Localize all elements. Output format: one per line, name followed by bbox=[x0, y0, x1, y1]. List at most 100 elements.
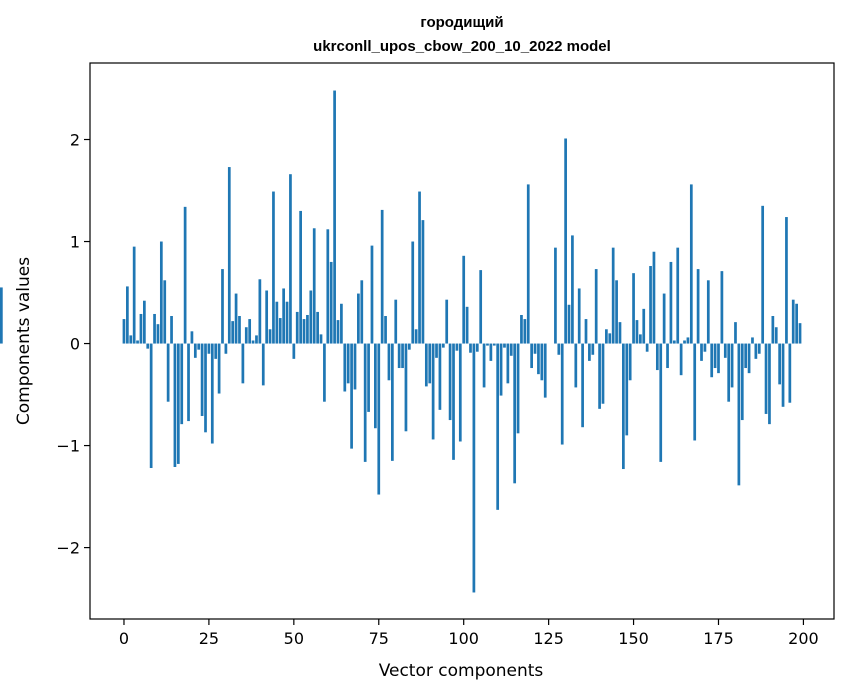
bar bbox=[666, 343, 669, 369]
bar bbox=[159, 241, 163, 344]
bar bbox=[176, 343, 180, 464]
bar bbox=[204, 343, 207, 433]
bar bbox=[540, 343, 544, 381]
bar bbox=[571, 235, 574, 344]
bar bbox=[598, 343, 601, 409]
bar bbox=[537, 343, 540, 375]
bar bbox=[244, 327, 248, 344]
bar bbox=[333, 90, 336, 344]
bar bbox=[771, 316, 775, 344]
bar bbox=[306, 314, 309, 344]
bar bbox=[475, 343, 479, 352]
bar bbox=[428, 343, 432, 384]
bar bbox=[227, 167, 231, 344]
bar bbox=[397, 343, 401, 369]
bar bbox=[221, 269, 224, 344]
bar bbox=[272, 191, 275, 344]
plot-frame bbox=[89, 62, 835, 620]
bar bbox=[173, 343, 177, 467]
bar bbox=[584, 319, 588, 344]
bar bbox=[357, 293, 360, 344]
bar bbox=[737, 343, 741, 486]
bar bbox=[282, 288, 285, 344]
bar bbox=[329, 261, 333, 344]
bar bbox=[791, 299, 795, 344]
y-tick-label: −2 bbox=[56, 539, 80, 558]
bar bbox=[740, 343, 744, 421]
bar bbox=[523, 319, 527, 344]
bar bbox=[628, 343, 632, 381]
bar bbox=[768, 343, 771, 425]
bar bbox=[268, 329, 272, 344]
bar bbox=[431, 343, 435, 440]
bar bbox=[132, 246, 136, 344]
bar bbox=[639, 334, 642, 344]
bar bbox=[407, 343, 411, 350]
bar bbox=[479, 270, 483, 344]
bar bbox=[207, 343, 211, 354]
y-tick-label: 0 bbox=[70, 335, 80, 354]
bar bbox=[170, 316, 173, 344]
bar bbox=[234, 293, 238, 344]
bar bbox=[139, 313, 143, 344]
bar bbox=[404, 343, 408, 432]
bar bbox=[720, 271, 724, 344]
chart-subtitle: ukrconll_upos_cbow_200_10_2022 model bbox=[313, 38, 611, 55]
bar bbox=[462, 255, 466, 344]
y-tick-label: 2 bbox=[70, 131, 80, 150]
bar bbox=[785, 217, 788, 344]
y-axis-label: Components values bbox=[14, 257, 34, 425]
bar bbox=[489, 343, 493, 361]
bar bbox=[655, 343, 659, 371]
bar bbox=[455, 343, 459, 351]
bar bbox=[503, 343, 506, 348]
bar bbox=[309, 290, 313, 344]
bar bbox=[187, 343, 190, 422]
bar bbox=[238, 316, 241, 344]
bar bbox=[727, 343, 731, 402]
bar bbox=[261, 343, 265, 386]
bar bbox=[217, 343, 221, 394]
bar bbox=[526, 184, 530, 344]
bar bbox=[625, 343, 629, 436]
bar bbox=[299, 210, 302, 344]
bar bbox=[615, 280, 618, 344]
x-tick-label: 0 bbox=[119, 629, 129, 648]
bar bbox=[448, 343, 452, 421]
x-tick-label: 125 bbox=[533, 629, 564, 648]
bar bbox=[183, 206, 187, 344]
bar bbox=[672, 340, 676, 344]
bar bbox=[391, 343, 394, 461]
bar bbox=[581, 343, 584, 428]
bar bbox=[343, 343, 347, 392]
bar bbox=[438, 343, 442, 410]
bar bbox=[652, 251, 656, 344]
bar bbox=[632, 273, 635, 344]
bar bbox=[723, 343, 727, 358]
bar bbox=[560, 343, 564, 445]
bar bbox=[679, 343, 683, 376]
bar bbox=[611, 247, 615, 344]
x-tick-label: 175 bbox=[703, 629, 734, 648]
x-tick-label: 75 bbox=[369, 629, 389, 648]
bar bbox=[401, 343, 404, 369]
bar bbox=[126, 286, 129, 344]
bar bbox=[224, 343, 228, 354]
bar bbox=[669, 261, 673, 344]
bar bbox=[706, 280, 710, 344]
bar bbox=[564, 138, 567, 344]
bar bbox=[255, 335, 258, 344]
bar bbox=[153, 313, 156, 344]
bar bbox=[700, 343, 703, 361]
bar-series bbox=[0, 90, 802, 593]
bar bbox=[210, 343, 214, 444]
bar bbox=[795, 303, 798, 344]
bar bbox=[520, 314, 523, 344]
x-tick-label: 150 bbox=[618, 629, 649, 648]
bar bbox=[336, 320, 340, 344]
bar bbox=[411, 241, 415, 344]
bar bbox=[469, 343, 472, 353]
bar bbox=[418, 191, 421, 344]
bar bbox=[788, 343, 792, 403]
bar bbox=[683, 340, 686, 344]
